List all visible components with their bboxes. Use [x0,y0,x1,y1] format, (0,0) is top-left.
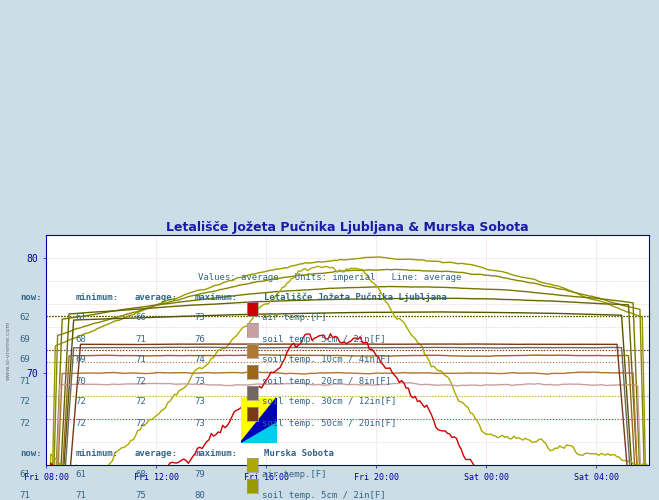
Text: 61: 61 [20,470,30,478]
Text: 79: 79 [194,470,205,478]
Text: 71: 71 [135,356,146,364]
Text: 73: 73 [194,314,205,322]
Text: 61: 61 [76,470,86,478]
Text: soil temp. 5cm / 2in[F]: soil temp. 5cm / 2in[F] [262,490,386,500]
Text: now:: now: [20,448,42,458]
Text: www.si-vreme.com: www.si-vreme.com [5,320,11,380]
Text: soil temp. 5cm / 2in[F]: soil temp. 5cm / 2in[F] [262,334,386,344]
Text: air temp.[F]: air temp.[F] [262,470,327,478]
Text: 72: 72 [20,398,30,406]
Text: 80: 80 [194,490,205,500]
Polygon shape [241,398,277,442]
Text: soil temp. 30cm / 12in[F]: soil temp. 30cm / 12in[F] [262,398,397,406]
Text: 68: 68 [135,470,146,478]
Text: 69: 69 [20,356,30,364]
Text: 71: 71 [20,376,30,386]
Text: 73: 73 [194,398,205,406]
Polygon shape [241,422,277,442]
Text: 66: 66 [135,314,146,322]
Text: 74: 74 [194,356,205,364]
Text: 75: 75 [135,490,146,500]
Text: 69: 69 [76,356,86,364]
Text: Values: average   Units: imperial   Line: average: Values: average Units: imperial Line: av… [198,272,461,281]
Text: now:: now: [20,292,42,302]
Text: 72: 72 [20,418,30,428]
Text: 71: 71 [76,490,86,500]
Text: minimum:: minimum: [76,292,119,302]
Text: 68: 68 [76,334,86,344]
Text: 76: 76 [194,334,205,344]
Text: maximum:: maximum: [194,448,237,458]
Text: 73: 73 [194,376,205,386]
Text: 72: 72 [135,398,146,406]
Title: Letališče Jožeta Pučnika Ljubljana & Murska Sobota: Letališče Jožeta Pučnika Ljubljana & Mur… [166,221,529,234]
Text: 61: 61 [76,314,86,322]
Text: 72: 72 [76,398,86,406]
Text: maximum:: maximum: [194,292,237,302]
Text: 71: 71 [135,334,146,344]
Text: 70: 70 [76,376,86,386]
Text: 73: 73 [194,418,205,428]
Text: 71: 71 [20,490,30,500]
Text: 62: 62 [20,314,30,322]
Text: Letališče Jožeta Pučnika Ljubljana: Letališče Jožeta Pučnika Ljubljana [264,292,446,302]
Text: 72: 72 [135,376,146,386]
Text: 69: 69 [20,334,30,344]
Text: soil temp. 10cm / 4in[F]: soil temp. 10cm / 4in[F] [262,356,391,364]
Text: 72: 72 [76,418,86,428]
Text: minimum:: minimum: [76,448,119,458]
Text: average:: average: [135,448,178,458]
Polygon shape [241,398,277,442]
Text: 72: 72 [135,418,146,428]
Text: soil temp. 20cm / 8in[F]: soil temp. 20cm / 8in[F] [262,376,391,386]
Text: average:: average: [135,292,178,302]
Text: soil temp. 50cm / 20in[F]: soil temp. 50cm / 20in[F] [262,418,397,428]
Text: Murska Sobota: Murska Sobota [264,448,333,458]
Text: air temp.[F]: air temp.[F] [262,314,327,322]
